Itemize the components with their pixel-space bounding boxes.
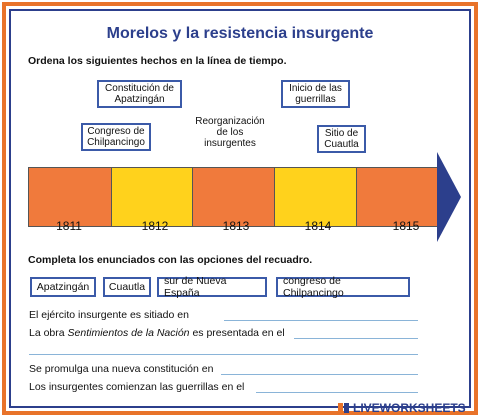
sentence-text: es presentada en el [189, 327, 285, 339]
option-cuautla[interactable]: Cuautla [103, 277, 151, 297]
liveworksheets-logo: LIVEWORKSHEETS [338, 401, 466, 415]
year-label: 1811 [56, 219, 82, 233]
sentence-2: La obra Sentimientos de la Nación es pre… [29, 327, 285, 339]
year-label: 1812 [141, 219, 169, 233]
event-card-constitucion[interactable]: Constitución de Apatzingán [97, 80, 182, 108]
event-card-guerrillas[interactable]: Inicio de las guerrillas [281, 80, 350, 108]
answer-blank-4[interactable] [256, 392, 418, 393]
option-sur-nueva-espana[interactable]: sur de Nueva España [157, 275, 267, 299]
event-card-sitio[interactable]: Sitio de Cuautla [317, 125, 366, 153]
answer-blank-3[interactable] [221, 374, 418, 375]
option-apatzingan[interactable]: Apatzingán [30, 277, 96, 297]
timeline-segment-1814[interactable] [274, 167, 356, 227]
year-label: 1815 [392, 219, 420, 233]
sentence-text: Los insurgentes comienzan las guerrillas… [29, 381, 245, 393]
sentence-italic-text: Sentimientos de la Nación [67, 327, 190, 339]
brand-text: LIVEWORKSHEETS [353, 401, 466, 415]
timeline-arrow-icon [437, 152, 461, 242]
option-congreso-chilpancingo[interactable]: congreso de Chilpancingo [276, 275, 410, 299]
year-label: 1813 [222, 219, 250, 233]
sentence-3: Se promulga una nueva constitución en [29, 363, 213, 375]
liveworksheets-icon [338, 403, 349, 413]
sentence-text: La obra [29, 327, 68, 339]
event-card-reorganizacion[interactable]: Reorganización de los insurgentes [195, 116, 265, 149]
event-card-congreso[interactable]: Congreso de Chilpancingo [81, 123, 151, 151]
timeline-instruction: Ordena los siguientes hechos en la línea… [28, 55, 287, 67]
sentence-1: El ejército insurgente es sitiado en [29, 309, 189, 321]
page-title: Morelos y la resistencia insurgente [106, 25, 374, 42]
timeline-segment-1815[interactable] [356, 167, 438, 227]
timeline-segment-1813[interactable] [192, 167, 274, 227]
complete-instruction: Completa los enunciados con las opciones… [28, 254, 313, 266]
answer-blank-2-continued[interactable] [29, 354, 418, 355]
sentence-text: Se promulga una nueva constitución en [29, 363, 214, 375]
answer-blank-2[interactable] [294, 338, 418, 339]
sentence-text: El ejército insurgente es sitiado en [29, 309, 189, 321]
sentence-4: Los insurgentes comienzan las guerrillas… [29, 381, 244, 393]
timeline-segment-1812[interactable] [111, 167, 192, 227]
timeline-segment-1811[interactable] [28, 167, 111, 227]
year-label: 1814 [304, 219, 332, 233]
answer-blank-1[interactable] [224, 320, 418, 321]
